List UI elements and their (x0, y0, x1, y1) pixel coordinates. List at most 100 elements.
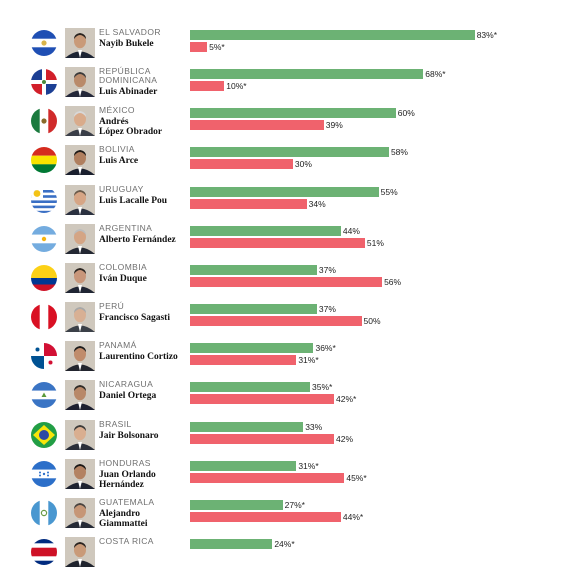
country-label: GUATEMALA (99, 497, 155, 507)
leader-photo (65, 28, 95, 58)
disapprove-value-label: 42%* (336, 394, 357, 404)
leader-name: Luis Abinader (99, 87, 158, 97)
disapprove-bar (190, 512, 341, 522)
uruguay-flag-icon (31, 187, 57, 213)
leader-photo (65, 420, 95, 450)
disapprove-bar (190, 394, 335, 404)
disapprove-bar (190, 159, 293, 169)
guatemala-flag-icon (31, 500, 57, 526)
approval-chart: EL SALVADOR Nayib Bukele 83%* 5%* REPÚBLICA … (31, 27, 498, 567)
approve-bar (190, 539, 273, 549)
country-label: REPÚBLICA DOMINICANA (99, 66, 158, 85)
leader-name: Nayib Bukele (99, 39, 154, 49)
disapprove-bar (190, 120, 324, 130)
approve-bar (190, 461, 297, 471)
panama-flag-icon (31, 343, 57, 369)
leader-photo (65, 341, 95, 371)
disapprove-value-label: 5%* (209, 42, 225, 52)
disapprove-value-label: 30% (294, 159, 312, 169)
leader-photo (65, 537, 95, 567)
disapprove-bar (190, 238, 365, 248)
leader-name: Andrés López Obrador (99, 117, 163, 137)
leader-name: Luis Arce (99, 156, 139, 166)
leader-photo (65, 185, 95, 215)
peru-flag-icon (31, 304, 57, 330)
disapprove-value-label: 42% (336, 434, 354, 444)
honduras-flag-icon (31, 461, 57, 487)
mexico-flag-icon (31, 108, 57, 134)
colombia-flag-icon (31, 265, 57, 291)
leader-photo (65, 263, 95, 293)
approve-value-label: 37% (318, 304, 336, 314)
dominican-republic-flag-icon (31, 69, 57, 95)
approve-bar (190, 30, 475, 40)
leader-name: Daniel Ortega (99, 391, 157, 401)
leader-photo (65, 380, 95, 410)
approve-value-label: 33% (305, 422, 323, 432)
brazil-flag-icon (31, 422, 57, 448)
leader-name: Luis Lacalle Pou (99, 196, 168, 206)
approve-bar (190, 187, 379, 197)
approve-bar (190, 69, 424, 79)
approve-bar (190, 343, 314, 353)
approve-value-label: 35%* (312, 382, 333, 392)
leader-photo (65, 224, 95, 254)
country-label: URUGUAY (99, 184, 144, 194)
disapprove-bar (190, 473, 345, 483)
leader-name: Laurentino Cortizo (99, 352, 178, 362)
disapprove-bar (190, 355, 297, 365)
disapprove-value-label: 56% (384, 277, 402, 287)
nicaragua-flag-icon (31, 382, 57, 408)
leader-photo (65, 498, 95, 528)
approve-bar (190, 265, 317, 275)
country-label: EL SALVADOR (99, 27, 161, 37)
leader-name: Jair Bolsonaro (99, 431, 159, 441)
leader-name: Alejandro Giammattei (99, 509, 148, 529)
approve-value-label: 44% (342, 226, 360, 236)
leader-photo (65, 145, 95, 175)
disapprove-value-label: 34% (308, 199, 326, 209)
approve-value-label: 58% (390, 147, 408, 157)
approve-value-label: 83%* (476, 30, 498, 40)
approve-value-label: 31%* (298, 461, 319, 471)
country-label: ARGENTINA (99, 223, 153, 233)
argentina-flag-icon (31, 226, 57, 252)
costa-rica-flag-icon (31, 539, 57, 565)
leader-name: Francisco Sagasti (99, 313, 170, 323)
disapprove-value-label: 44%* (342, 512, 364, 522)
country-label: MÉXICO (99, 105, 135, 115)
leader-photo (65, 302, 95, 332)
el-salvador-flag-icon (31, 30, 57, 56)
leader-photo (65, 459, 95, 489)
disapprove-value-label: 45%* (346, 473, 367, 483)
approve-bar (190, 422, 304, 432)
country-label: COSTA RICA (99, 536, 154, 546)
disapprove-bar (190, 42, 208, 52)
country-label: HONDURAS (99, 458, 151, 468)
country-label: PANAMÁ (99, 340, 137, 350)
disapprove-value-label: 51% (366, 238, 384, 248)
country-label: COLOMBIA (99, 262, 148, 272)
approve-value-label: 37% (318, 265, 336, 275)
approve-bar (190, 382, 311, 392)
disapprove-bar (190, 277, 383, 287)
approve-bar (190, 304, 317, 314)
leader-photo (65, 106, 95, 136)
approve-bar (190, 147, 389, 157)
disapprove-value-label: 50% (363, 316, 381, 326)
disapprove-bar (190, 316, 362, 326)
country-label: NICARAGUA (99, 379, 154, 389)
approve-bar (190, 108, 396, 118)
approve-value-label: 55% (380, 187, 398, 197)
disapprove-bar (190, 81, 225, 91)
bolivia-flag-icon (31, 147, 57, 173)
approve-bar (190, 500, 283, 510)
leader-name: Iván Duque (99, 274, 147, 284)
approve-value-label: 36%* (315, 343, 336, 353)
disapprove-bar (190, 199, 307, 209)
disapprove-value-label: 10%* (226, 81, 247, 91)
approve-value-label: 68%* (425, 69, 446, 79)
country-label: PERÚ (99, 301, 125, 311)
approve-bar (190, 226, 341, 236)
leader-photo (65, 67, 95, 97)
